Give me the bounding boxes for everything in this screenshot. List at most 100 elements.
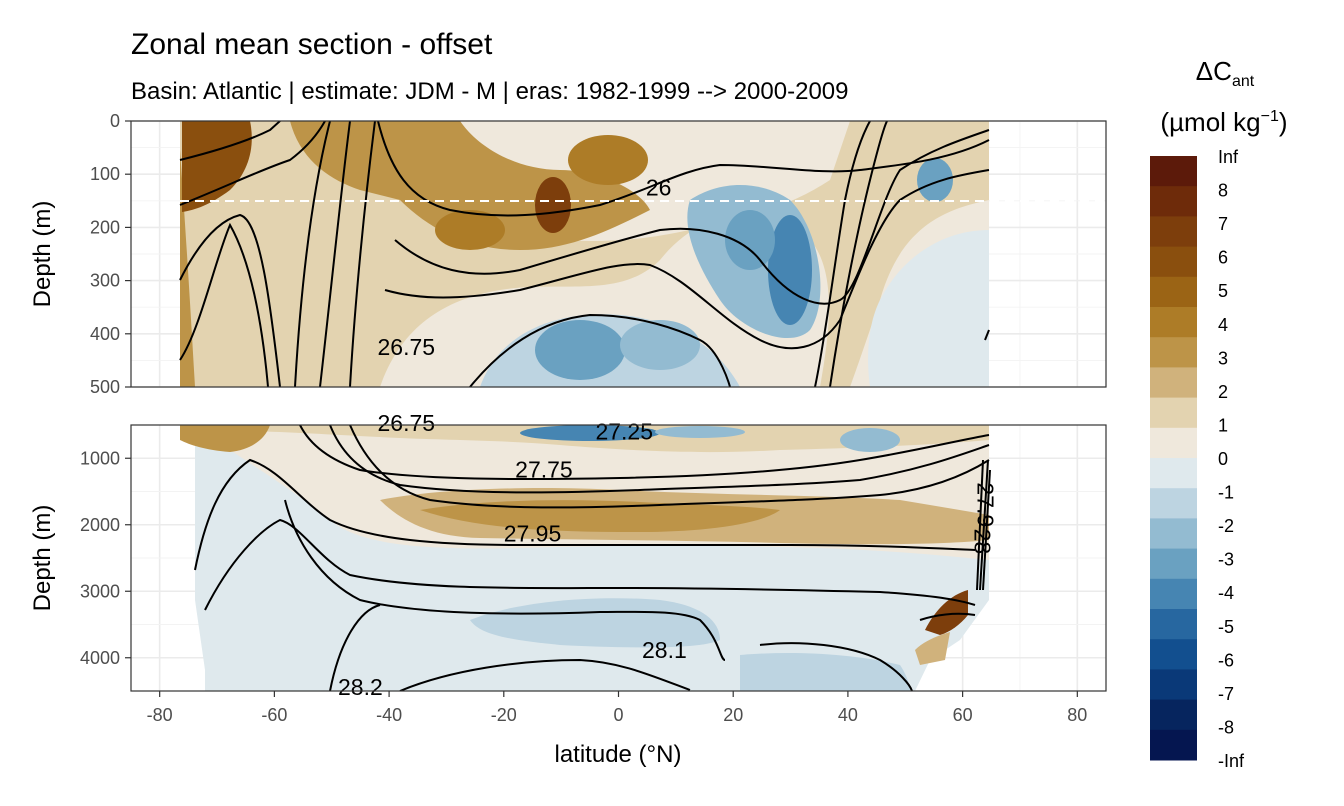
x-tick-label: 80 [1067,705,1087,725]
legend-swatch [1150,639,1197,670]
y-tick-label: 500 [90,377,120,397]
top-field-brown-patch [568,135,648,185]
bottom-contour-line [194,458,976,571]
y-tick-label: 1000 [80,448,120,468]
contour-label: 26.75 [378,410,436,436]
legend-labels: Inf 8 7 6 5 4 3 2 1 0 -1 -2 -3 -4 -5 -6 -7 -8 -Inf [1218,147,1245,771]
legend-label: 5 [1218,281,1228,301]
bottom-contour-line [982,469,991,591]
legend-label: -Inf [1218,751,1245,771]
top-contour-line [179,213,281,387]
contour-label: 27.75 [515,457,573,483]
legend-label: -5 [1218,617,1234,637]
bottom-contour-line [976,459,984,591]
bottom-contour-line [919,612,976,621]
legend-title-sub: ant [1232,73,1255,90]
bottom-contour-line [284,499,726,661]
top-contour-line [349,121,376,387]
top-contour-line [814,121,871,387]
legend-swatch [1150,276,1197,308]
top-field-brown-patch2 [435,210,505,250]
legend-swatch [1150,488,1197,519]
y-tick-label: 200 [90,217,120,237]
legend-units: (µmol kg−1) [1160,107,1287,137]
x-tick-label: -20 [491,705,517,725]
panel-top: 26 26.75 0 100 200 300 400 500 Depth (m) [29,111,1107,397]
legend-label: -7 [1218,684,1234,704]
legend-swatch [1150,156,1197,187]
legend-label: 2 [1218,382,1228,402]
legend-swatch [1150,578,1197,610]
legend-label: 1 [1218,415,1228,435]
legend-swatch [1150,186,1197,217]
top-contour-line [179,121,326,206]
bottom-field-blue-north [840,428,900,452]
contour-label: 26.75 [378,334,436,360]
legend-label: -6 [1218,650,1234,670]
legend-swatch [1150,699,1197,731]
legend-label: -8 [1218,717,1234,737]
top-contour-line [829,121,888,387]
y-tick-label: 2000 [80,515,120,535]
top-field-brown-core [535,177,571,233]
top-contour-line [384,169,990,350]
legend-swatch [1150,518,1197,550]
top-contours [179,121,990,387]
contour-label: 28 [970,529,996,555]
bottom-contour-line [329,425,990,494]
contour-label: 26 [646,175,672,201]
y-tick-label: 100 [90,164,120,184]
bottom-field-blue-thermocline [520,425,660,441]
legend-title: ΔCant [1196,56,1255,90]
top-field-blue-deep-core2 [620,320,700,370]
legend-label: -2 [1218,516,1234,536]
legend-units-post: ) [1279,107,1288,137]
x-tick-label: -60 [261,705,287,725]
legend-swatch [1150,216,1197,248]
legend-label: 3 [1218,348,1228,368]
x-tick-label: 20 [723,705,743,725]
legend-swatch [1150,669,1197,701]
legend-units-sup: −1 [1261,108,1279,125]
legend-label: Inf [1218,147,1239,167]
y-tick-label: 0 [110,111,120,131]
legend-label: -3 [1218,550,1234,570]
legend: ΔCant (µmol kg−1) Inf 8 7 6 5 4 3 2 1 0 -1 -2 -3 -4 -5… [1150,56,1288,771]
bottom-field-tan-north-deep [915,632,950,665]
contour-label: 27.95 [504,520,562,546]
bottom-contours [194,425,991,691]
x-axis-ticks: -80 -60 -40 -20 0 20 40 60 80 [147,691,1087,725]
x-axis-label: latitude (°N) [555,741,682,768]
top-contour-line [179,222,269,387]
top-field-blue-north-shelf [868,230,989,387]
legend-label: 6 [1218,248,1228,268]
legend-swatch [1150,609,1197,640]
panel-top-y-label: Depth (m) [29,201,56,308]
bottom-contour-line [759,642,913,691]
panel-bottom-y-label: Depth (m) [29,505,56,612]
x-tick-label: 40 [838,705,858,725]
top-contour-line [319,121,351,387]
legend-title-main: ΔC [1196,56,1232,86]
top-field-blue-north [917,158,953,202]
panel-top-border [130,120,1107,388]
x-tick-label: 60 [953,705,973,725]
contour-label: 27.25 [595,419,653,445]
y-tick-label: 3000 [80,581,120,601]
chart-title: Zonal mean section - offset [131,28,493,61]
legend-swatch [1150,337,1197,368]
bottom-contour-line [979,459,989,591]
bottom-field-blue-thermocline2 [655,426,745,438]
top-contour-line [469,313,731,387]
legend-swatch [1150,397,1197,429]
panel-top-y-ticks: 0 100 200 300 400 500 [90,111,131,397]
bottom-field-tan-band-core [420,500,780,532]
legend-label: 0 [1218,449,1228,469]
top-contour-line [394,129,990,305]
legend-color-bar [1150,156,1197,761]
panel-top-field [180,121,989,387]
legend-label: 7 [1218,214,1228,234]
